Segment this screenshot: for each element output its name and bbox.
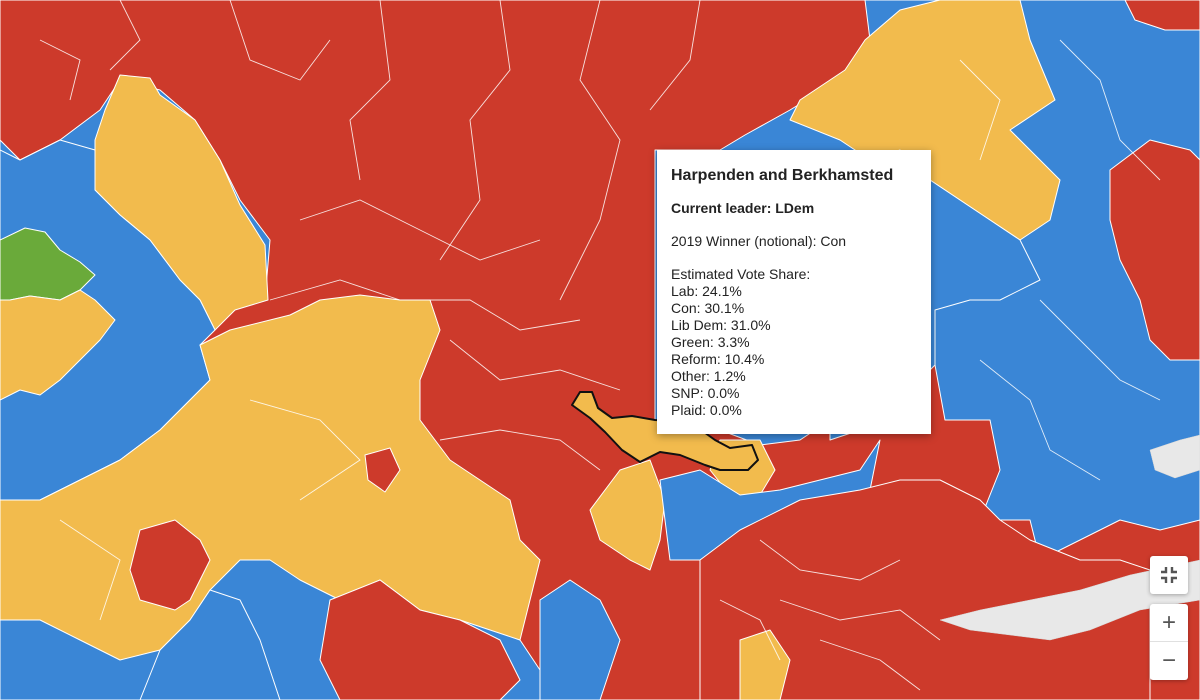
constituency-borders [39,0,1161,691]
lab-region-small[interactable] [364,447,401,493]
zoom-controls: + − [1150,604,1188,680]
ldem-region-south-small[interactable] [739,629,791,700]
tooltip-vote-share-heading: Estimated Vote Share: [671,266,811,282]
vote-share-row: Other: 1.2% [671,368,746,384]
zoom-out-button[interactable]: − [1161,647,1176,674]
fullscreen-exit-icon [1161,567,1177,583]
vote-share-row: Green: 3.3% [671,334,750,350]
vote-share-row: Con: 30.1% [671,300,745,316]
lab-region-east[interactable] [1109,139,1200,361]
vote-share-row: Lab: 24.1% [671,283,742,299]
ldem-region-west[interactable] [0,289,116,401]
tooltip-title: Harpenden and Berkhamsted [671,167,894,184]
vote-share-row: Lib Dem: 31.0% [671,317,771,333]
tooltip-2019-winner: 2019 Winner (notional): Con [671,233,847,249]
vote-share-row: SNP: 0.0% [671,385,740,401]
zoom-in-button[interactable]: + [1150,604,1188,642]
fullscreen-button[interactable] [1150,556,1188,594]
river-east [1149,434,1200,479]
tooltip-current-leader: Current leader: LDem [671,200,815,216]
lab-region-southwest-pocket[interactable] [129,519,211,611]
ldem-region-central-south[interactable] [589,459,666,571]
con-region-southcentral[interactable] [539,579,621,700]
con-region-south[interactable] [139,589,281,700]
vote-share-row: Reform: 10.4% [671,351,765,367]
lab-region-northeast-corner[interactable] [1124,0,1200,31]
vote-share-row: Plaid: 0.0% [671,402,742,418]
lab-region-south[interactable] [319,579,521,700]
thames-river [939,559,1200,641]
constituency-tooltip: Harpenden and Berkhamsted Current leader… [657,150,931,434]
